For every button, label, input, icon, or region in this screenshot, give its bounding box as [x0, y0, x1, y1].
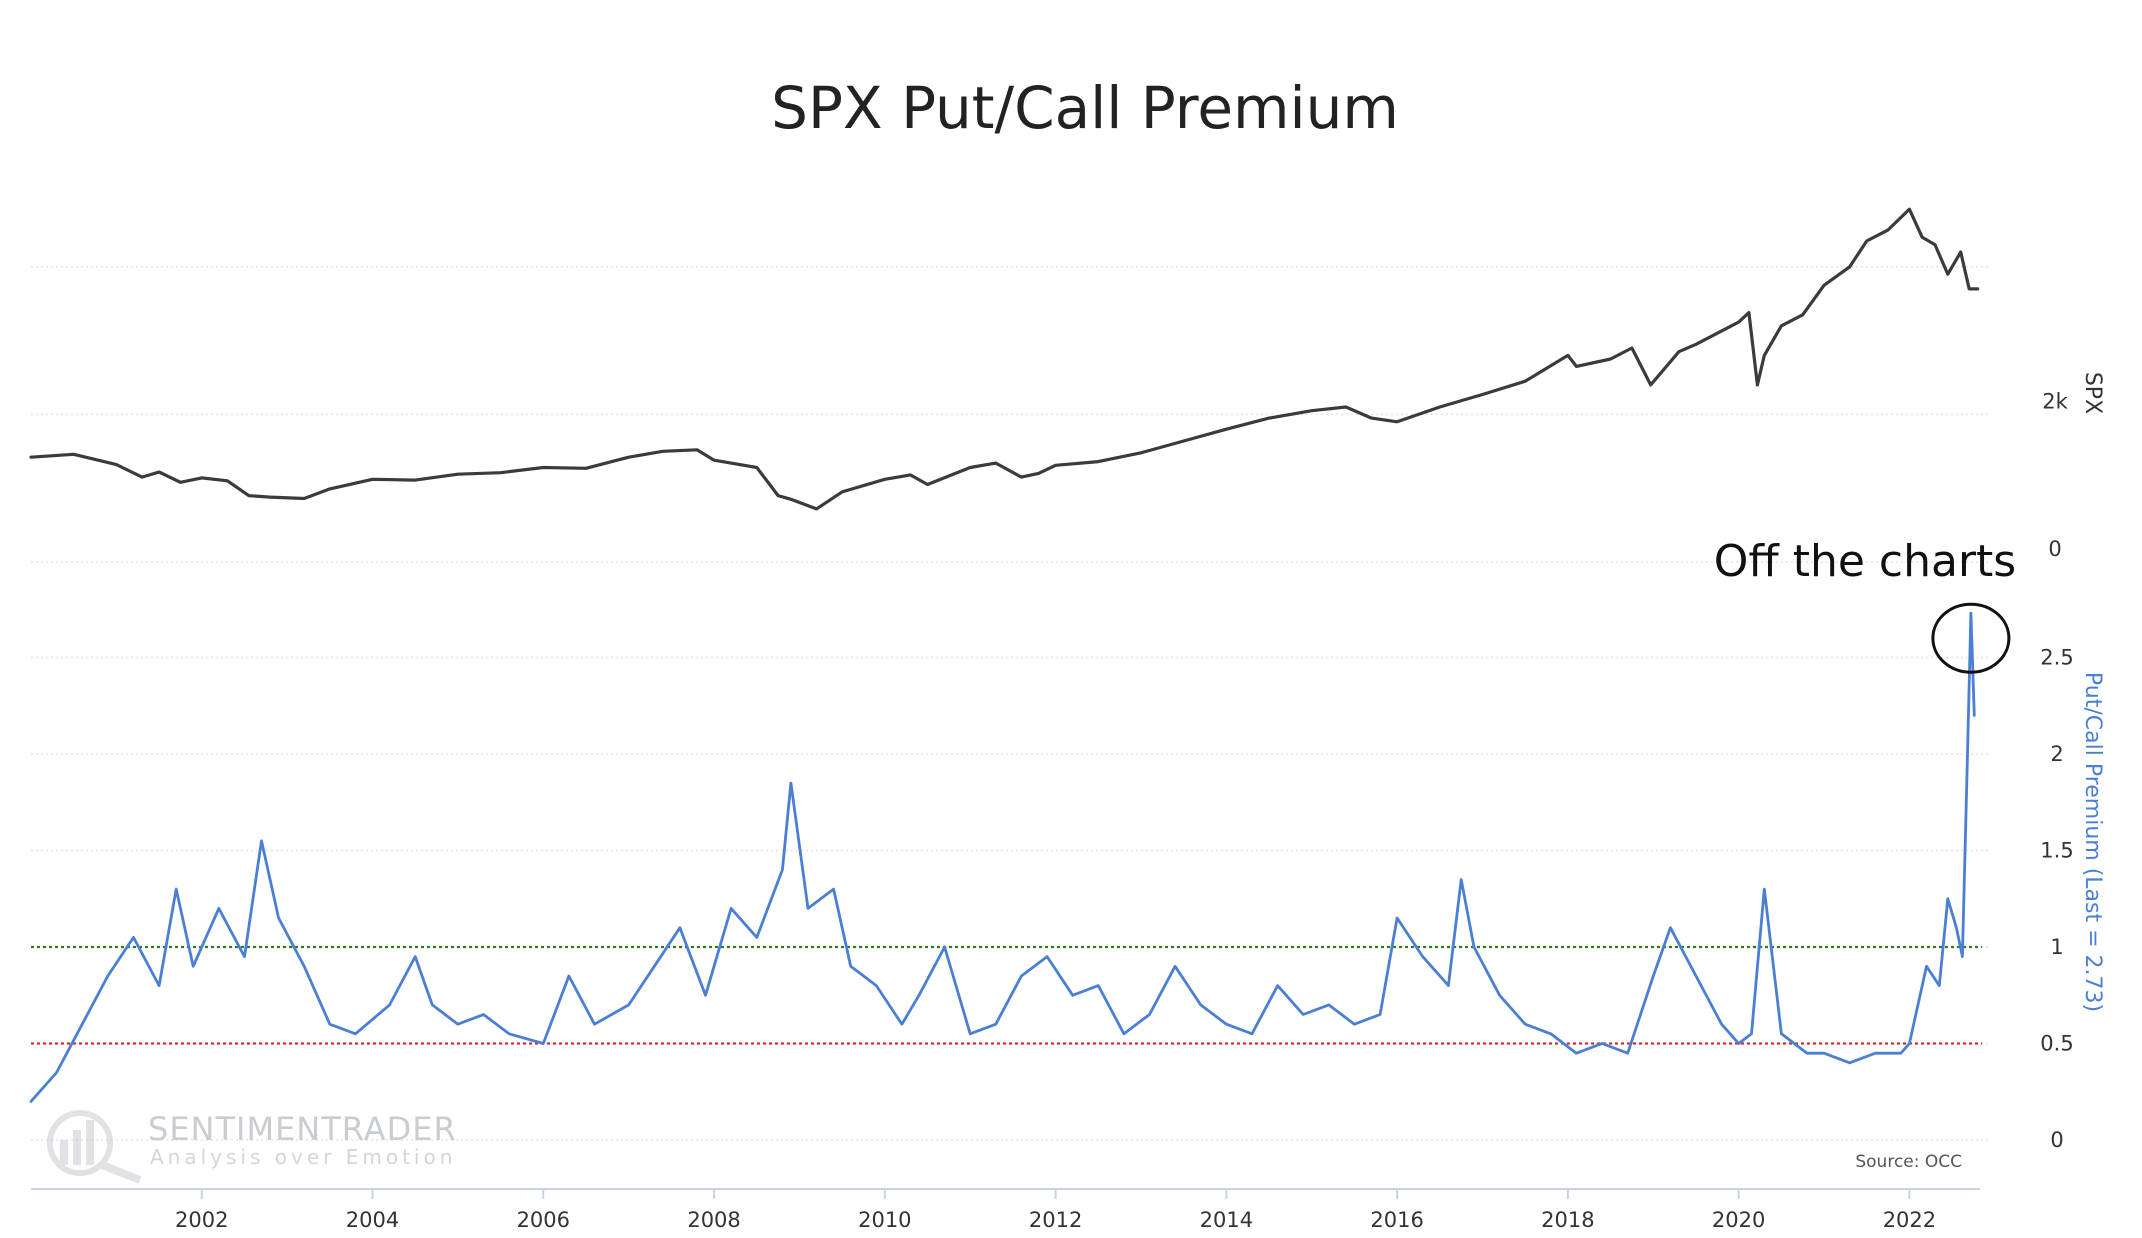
- watermark-logo-icon: [47, 1110, 142, 1184]
- spx-axis-title: SPX: [2080, 372, 2105, 414]
- watermark-brand: SENTIMENTRADER: [148, 1110, 457, 1148]
- x-tick-label-2014: 2014: [1200, 1208, 1253, 1232]
- pcp-y-tick-0: 0: [2050, 1128, 2063, 1152]
- x-tick-label-2020: 2020: [1712, 1208, 1765, 1232]
- chart-title: SPX Put/Call Premium: [771, 74, 1399, 142]
- annotation-circle: [1931, 602, 2011, 674]
- x-tick-label-2012: 2012: [1029, 1208, 1082, 1232]
- pcp-line: [29, 611, 1976, 1103]
- annotation-text: Off the charts: [1714, 536, 2016, 587]
- spx-line: [29, 207, 1980, 511]
- pcp-y-tick-0.5: 0.5: [2040, 1032, 2073, 1056]
- pcp-y-tick-2: 2: [2050, 742, 2063, 766]
- watermark: SENTIMENTRADER Analysis over Emotion: [47, 1110, 457, 1184]
- watermark-tagline: Analysis over Emotion: [150, 1145, 456, 1169]
- x-tick-label-2006: 2006: [517, 1208, 570, 1232]
- x-tick-label-2010: 2010: [858, 1208, 911, 1232]
- spx-y-tick-2k: 2k: [2042, 389, 2068, 413]
- pcp-axis-title: Put/Call Premium (Last = 2.73): [2080, 672, 2105, 1012]
- spx-y-tick-0: 0: [2048, 537, 2061, 561]
- pcp-y-tick-1.5: 1.5: [2040, 839, 2073, 863]
- pcp-y-axis-ticks: 0 0.5 1 1.5 2 2.5: [2040, 646, 2073, 1153]
- x-tick-label-2002: 2002: [175, 1208, 228, 1232]
- gridlines: [31, 266, 1990, 1141]
- spx-y-axis-ticks: 0 2k: [2042, 389, 2068, 561]
- x-tick-label-2016: 2016: [1370, 1208, 1423, 1232]
- pcp-y-tick-2.5: 2.5: [2040, 646, 2073, 670]
- x-axis-ticks: 2002 2004 2006 2008 2010 2012 2014 2016 2018 2020…: [175, 1189, 1936, 1232]
- source-note: Source: OCC: [1855, 1152, 1962, 1172]
- pcp-y-tick-1: 1: [2050, 935, 2063, 959]
- x-tick-label-2008: 2008: [687, 1208, 740, 1232]
- x-tick-label-2022: 2022: [1883, 1208, 1936, 1232]
- x-tick-label-2018: 2018: [1541, 1208, 1594, 1232]
- reference-lines: [31, 945, 1982, 1045]
- series-layer: [29, 207, 1980, 1103]
- x-tick-label-2004: 2004: [346, 1208, 399, 1232]
